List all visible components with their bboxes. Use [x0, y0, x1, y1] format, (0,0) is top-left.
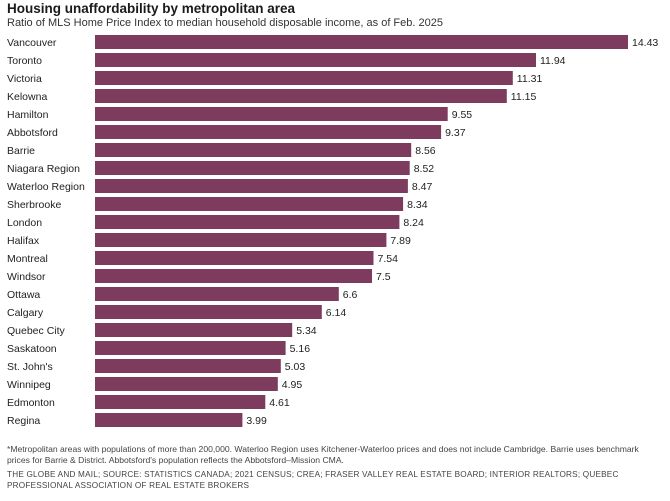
- value-label: 4.95: [282, 379, 303, 391]
- category-label: Ottawa: [7, 289, 40, 301]
- category-label: Saskatoon: [7, 343, 57, 355]
- value-label: 5.03: [285, 361, 306, 373]
- bar: [95, 179, 408, 193]
- category-label: Calgary: [7, 307, 44, 319]
- value-label: 5.16: [290, 343, 311, 355]
- category-label: Sherbrooke: [7, 199, 61, 211]
- value-label: 8.52: [414, 163, 435, 175]
- value-label: 8.24: [403, 217, 424, 229]
- chart-subtitle: Ratio of MLS Home Price Index to median …: [7, 17, 443, 29]
- bar: [95, 71, 513, 85]
- category-label: Waterloo Region: [7, 181, 85, 193]
- bar: [95, 161, 410, 175]
- bar: [95, 35, 628, 49]
- bar: [95, 377, 278, 391]
- bar: [95, 305, 322, 319]
- category-label: Toronto: [7, 55, 42, 67]
- value-label: 8.34: [407, 199, 428, 211]
- bar-chart: Vancouver 14.43 Toronto 11.94 Victoria 11.31 K…: [7, 35, 658, 427]
- value-label: 5.34: [296, 325, 317, 337]
- value-label: 8.47: [412, 181, 433, 193]
- bar: [95, 215, 400, 229]
- category-label: Regina: [7, 415, 40, 427]
- category-label: Vancouver: [7, 37, 57, 49]
- category-label: Niagara Region: [7, 163, 80, 175]
- bar: [95, 197, 404, 211]
- bar: [95, 341, 286, 355]
- footnote: *Metropolitan areas with populations of …: [7, 444, 639, 465]
- category-label: St. John's: [7, 361, 53, 373]
- value-label: 6.6: [343, 289, 358, 301]
- bar: [95, 53, 536, 67]
- source-credit: THE GLOBE AND MAIL; SOURCE: STATISTICS C…: [7, 470, 619, 490]
- bar: [95, 89, 507, 103]
- bar: [95, 269, 372, 283]
- value-label: 7.54: [378, 253, 399, 265]
- bar: [95, 143, 412, 157]
- bar: [95, 287, 339, 301]
- bar: [95, 251, 374, 265]
- category-label: Edmonton: [7, 397, 55, 409]
- value-label: 7.89: [390, 235, 411, 247]
- value-label: 9.55: [452, 109, 473, 121]
- category-label: Hamilton: [7, 109, 49, 121]
- bar: [95, 413, 243, 427]
- category-label: London: [7, 217, 42, 229]
- value-label: 4.61: [269, 397, 290, 409]
- value-label: 11.94: [540, 55, 566, 67]
- bar: [95, 233, 387, 247]
- value-label: 11.31: [517, 73, 543, 85]
- bar: [95, 107, 448, 121]
- category-label: Victoria: [7, 73, 42, 85]
- category-label: Barrie: [7, 145, 35, 157]
- bar: [95, 359, 281, 373]
- value-label: 7.5: [376, 271, 391, 283]
- category-label: Quebec City: [7, 325, 66, 337]
- value-label: 3.99: [246, 415, 267, 427]
- category-label: Halifax: [7, 235, 40, 247]
- bar: [95, 125, 442, 139]
- category-label: Abbotsford: [7, 127, 58, 139]
- value-label: 14.43: [632, 37, 658, 49]
- category-label: Windsor: [7, 271, 46, 283]
- value-label: 6.14: [326, 307, 347, 319]
- bar: [95, 395, 266, 409]
- category-label: Kelowna: [7, 91, 47, 103]
- value-label: 11.15: [511, 91, 537, 103]
- category-label: Montreal: [7, 253, 48, 265]
- category-label: Winnipeg: [7, 379, 51, 391]
- bar: [95, 323, 293, 337]
- chart-title: Housing unaffordability by metropolitan …: [7, 1, 296, 16]
- value-label: 9.37: [445, 127, 466, 139]
- value-label: 8.56: [415, 145, 436, 157]
